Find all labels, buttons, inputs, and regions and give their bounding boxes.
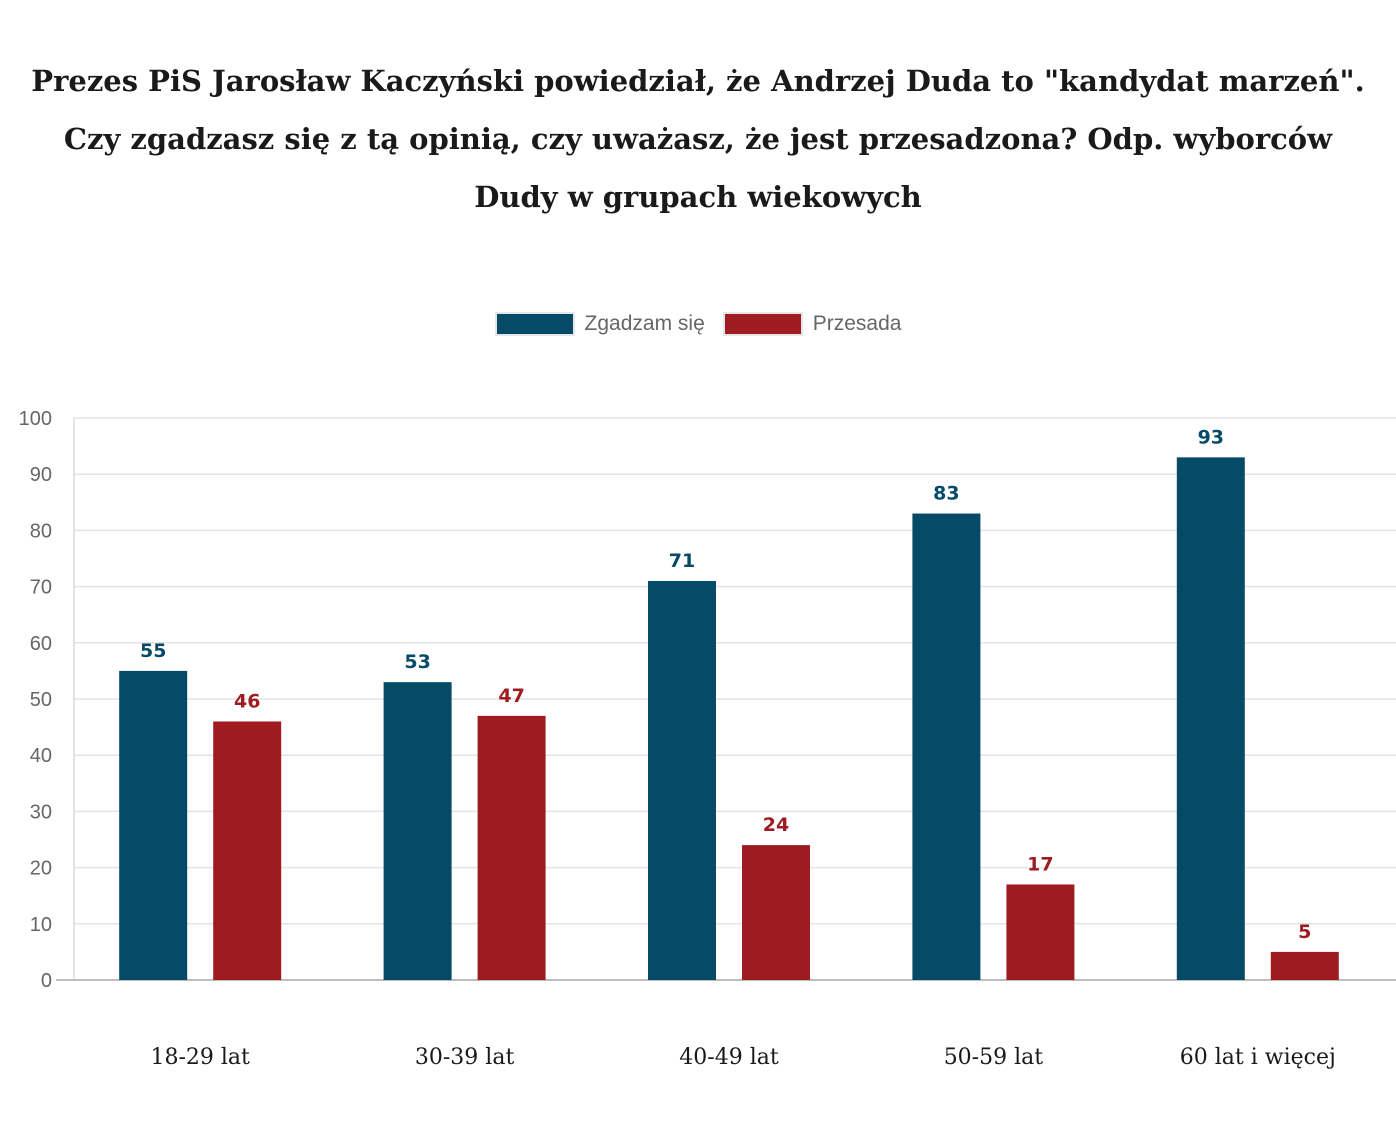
- data-label-0-series-1: 46: [234, 690, 260, 712]
- x-tick-label-0: 18-29 lat: [150, 1045, 250, 1070]
- bar-0-series-1: [213, 721, 282, 980]
- y-tick-label-90: 90: [30, 464, 52, 486]
- legend-label-series-0: Zgadzam się: [584, 312, 705, 335]
- bar-0-series-0: [119, 670, 188, 980]
- x-tick-label-4: 60 lat i więcej: [1180, 1045, 1336, 1070]
- chart-legend: Zgadzam się Przesada: [0, 312, 1396, 336]
- data-label-2-series-1: 24: [763, 814, 789, 836]
- x-tick-label-1: 30-39 lat: [415, 1045, 515, 1070]
- data-label-4-series-0: 93: [1198, 426, 1224, 448]
- data-label-4-series-1: 5: [1298, 921, 1311, 943]
- bar-3-series-1: [1006, 884, 1075, 980]
- data-label-2-series-0: 71: [669, 550, 695, 572]
- x-tick-label-3: 50-59 lat: [944, 1045, 1044, 1070]
- data-label-0-series-0: 55: [140, 640, 166, 662]
- bar-2-series-0: [648, 580, 716, 980]
- legend-swatch-series-0: [494, 312, 575, 336]
- chart-title-line-2: Czy zgadzasz się z tą opinią, czy uważas…: [63, 122, 1333, 156]
- chart-title-line-3: Dudy w grupach wiekowych: [474, 180, 922, 214]
- y-tick-label-30: 30: [30, 801, 52, 823]
- legend-item-series-0[interactable]: Zgadzam się: [494, 312, 705, 336]
- data-label-1-series-0: 53: [404, 651, 430, 673]
- chart-title: Prezes PiS Jarosław Kaczyński powiedział…: [0, 52, 1396, 226]
- data-label-3-series-0: 83: [933, 483, 959, 505]
- y-tick-label-100: 100: [19, 408, 52, 430]
- data-label-3-series-1: 17: [1027, 853, 1053, 875]
- bar-1-series-1: [477, 715, 546, 980]
- legend-item-series-1[interactable]: Przesada: [722, 312, 902, 336]
- y-tick-label-10: 10: [30, 914, 52, 936]
- bar-3-series-0: [912, 513, 981, 980]
- chart-title-line-1: Prezes PiS Jarosław Kaczyński powiedział…: [31, 64, 1365, 98]
- y-tick-label-0: 0: [41, 970, 52, 992]
- bar-1-series-0: [383, 682, 452, 980]
- legend-swatch-series-1: [722, 312, 803, 336]
- y-tick-label-20: 20: [30, 858, 52, 880]
- y-tick-label-50: 50: [30, 689, 52, 711]
- bar-2-series-1: [742, 845, 810, 980]
- y-tick-label-60: 60: [30, 633, 52, 655]
- bar-4-series-0: [1176, 457, 1245, 981]
- data-label-1-series-1: 47: [498, 685, 524, 707]
- x-tick-label-2: 40-49 lat: [679, 1045, 779, 1070]
- y-tick-label-80: 80: [30, 520, 52, 542]
- bar-4-series-1: [1270, 951, 1339, 980]
- y-tick-label-40: 40: [30, 745, 52, 767]
- y-tick-label-70: 70: [30, 577, 52, 599]
- legend-label-series-1: Przesada: [812, 312, 902, 335]
